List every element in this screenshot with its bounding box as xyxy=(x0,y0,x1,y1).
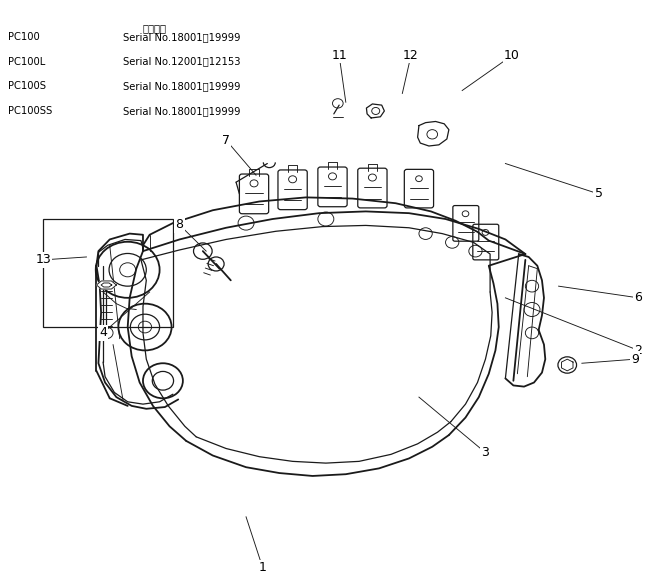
Text: 8: 8 xyxy=(176,218,184,231)
Text: PC100SS: PC100SS xyxy=(8,106,53,116)
Text: PC100S: PC100S xyxy=(8,81,46,91)
Text: 10: 10 xyxy=(504,49,520,62)
Text: PC100: PC100 xyxy=(8,32,40,42)
Text: Serial No.12001－12153: Serial No.12001－12153 xyxy=(123,57,241,67)
Text: PC100L: PC100L xyxy=(8,57,45,67)
Text: Serial No.18001－19999: Serial No.18001－19999 xyxy=(123,106,241,116)
Text: 7: 7 xyxy=(222,134,230,147)
Polygon shape xyxy=(96,281,116,289)
Text: 5: 5 xyxy=(595,187,602,200)
Text: 適用号機: 適用号機 xyxy=(143,23,167,33)
Text: 2: 2 xyxy=(634,344,642,357)
Text: Serial No.18001－19999: Serial No.18001－19999 xyxy=(123,32,241,42)
Text: 4: 4 xyxy=(99,326,107,339)
Text: Serial No.18001－19999: Serial No.18001－19999 xyxy=(123,81,241,91)
Text: 1: 1 xyxy=(259,561,267,574)
Text: 6: 6 xyxy=(634,291,642,304)
Text: 3: 3 xyxy=(481,446,489,459)
Bar xyxy=(43,219,173,327)
Text: 11: 11 xyxy=(331,49,347,62)
Text: 13: 13 xyxy=(35,253,51,266)
Text: 12: 12 xyxy=(403,49,419,62)
Text: 9: 9 xyxy=(631,353,639,366)
